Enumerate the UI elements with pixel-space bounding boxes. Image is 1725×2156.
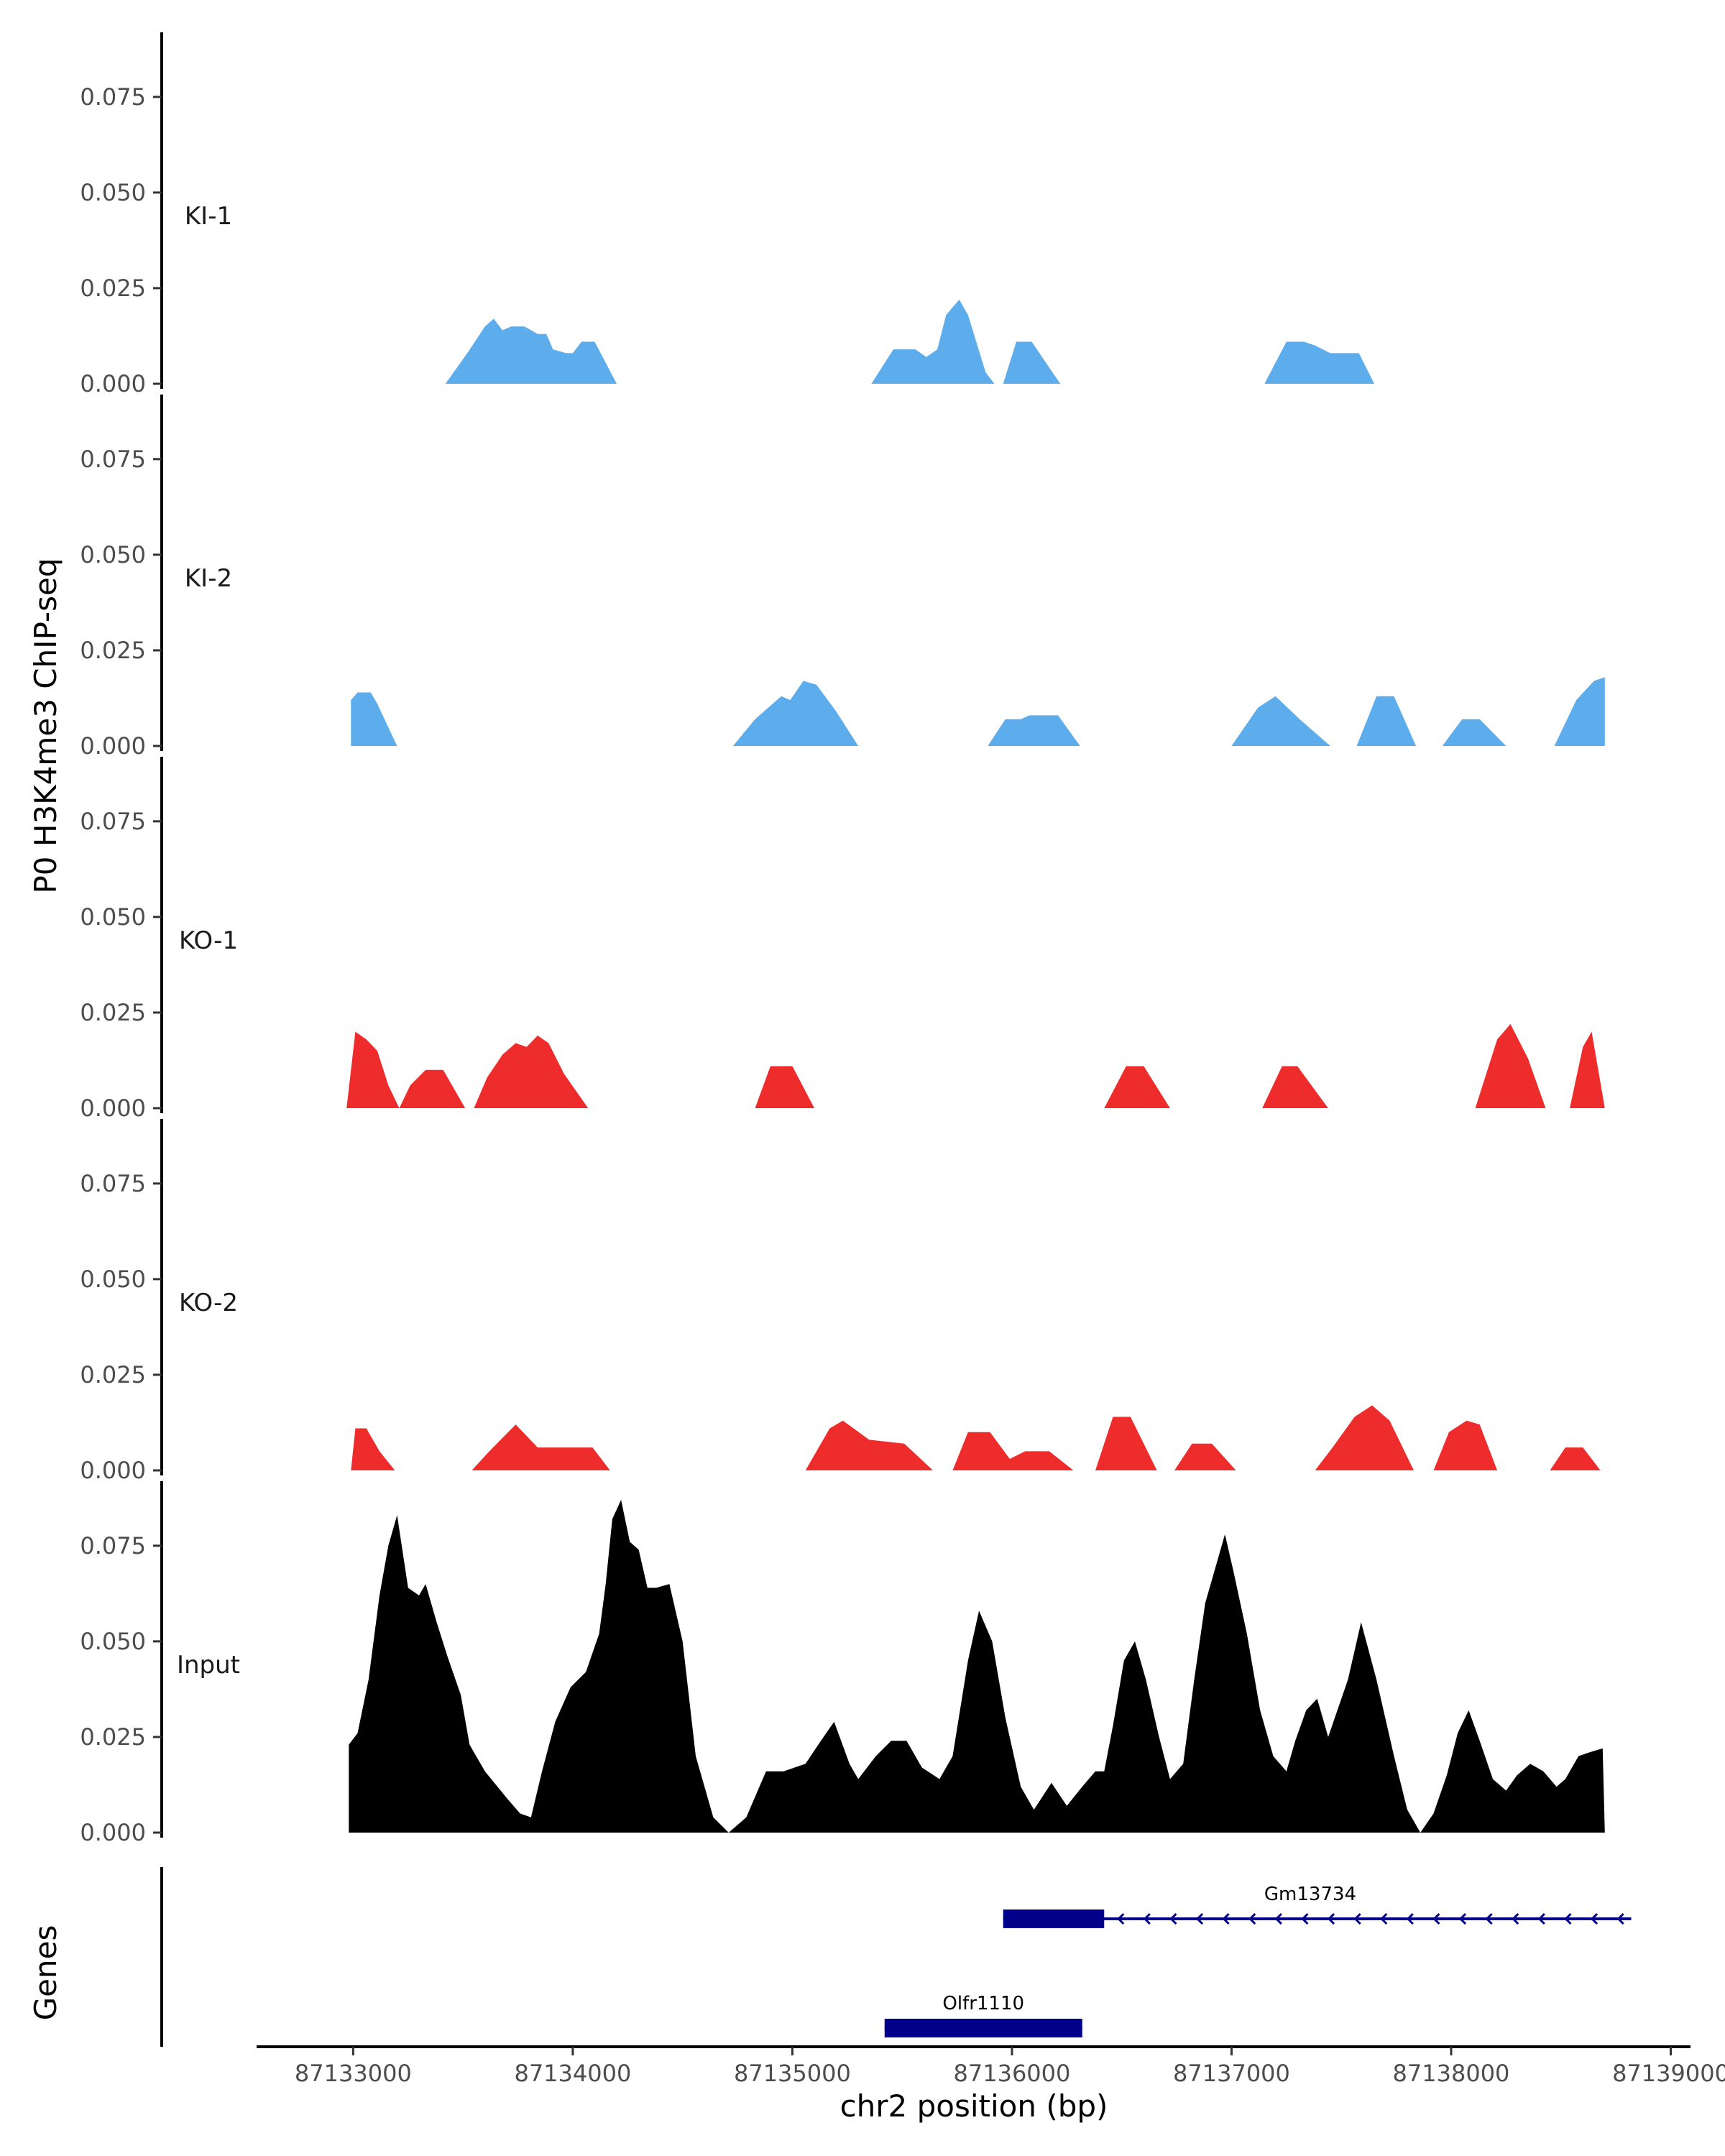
track-input: 0.000 0.025 0.050 0.075 Input: [80, 1481, 1605, 1846]
signal-area-input: [349, 1500, 1605, 1833]
gene-label: Gm13734: [1264, 1884, 1356, 1905]
strand-arrow: [1353, 1912, 1361, 1925]
strand-arrow: [1222, 1912, 1230, 1925]
x-tick-label: 87136000: [954, 2060, 1071, 2087]
y-tick-label: 0.000: [80, 1095, 146, 1122]
signal-area-ko-2: [351, 1405, 1601, 1470]
y-tick-label: 0.050: [80, 1266, 146, 1293]
y-tick-label: 0.000: [80, 732, 146, 760]
y-tick-label: 0.025: [80, 1361, 146, 1388]
genes-axis-title: Genes: [28, 1925, 63, 2021]
y-axis-title: P0 H3K4me3 ChIP-seq: [28, 558, 63, 893]
y-tick-label: 0.025: [80, 275, 146, 302]
y-tick-label: 0.025: [80, 1723, 146, 1751]
track-label: KI-2: [185, 564, 232, 593]
y-tick-label: 0.075: [80, 808, 146, 835]
strand-arrow: [1485, 1912, 1493, 1925]
y-tick-label: 0.075: [80, 83, 146, 111]
strand-arrow: [1248, 1912, 1256, 1925]
gene-exon: [884, 2019, 1082, 2037]
strand-arrow: [1117, 1912, 1125, 1925]
track-label: KO-1: [179, 926, 238, 955]
track-ko-2: 0.000 0.025 0.050 0.075 KO-2: [80, 1119, 1601, 1484]
track-ki-2: 0.000 0.025 0.050 0.075 KI-2: [80, 395, 1605, 760]
strand-arrow: [1537, 1912, 1545, 1925]
strand-arrow: [1195, 1912, 1204, 1925]
x-tick-label: 87133000: [295, 2060, 412, 2087]
y-tick-label: 0.000: [80, 370, 146, 397]
signal-area-ko-1: [346, 1023, 1605, 1108]
x-tick-label: 87138000: [1393, 2060, 1510, 2087]
gene-label: Olfr1110: [942, 1993, 1024, 2014]
track-ki-1: 0.000 0.025 0.050 0.075 KI-1: [80, 32, 1375, 397]
gene-exon: [1003, 1909, 1105, 1928]
y-tick-label: 0.050: [80, 541, 146, 568]
y-tick-label: 0.075: [80, 446, 146, 473]
y-tick-label: 0.025: [80, 999, 146, 1026]
y-tick-label: 0.000: [80, 1457, 146, 1484]
y-tick-label: 0.050: [80, 179, 146, 206]
track-label: Input: [177, 1651, 240, 1680]
strand-arrow: [1432, 1912, 1440, 1925]
y-tick-label: 0.075: [80, 1170, 146, 1197]
strand-arrow: [1380, 1912, 1388, 1925]
genes-panel: Olfr1110 Gm13734: [160, 1867, 1632, 2047]
strand-arrow: [1274, 1912, 1282, 1925]
x-tick-label: 87134000: [514, 2060, 631, 2087]
y-tick-label: 0.000: [80, 1819, 146, 1846]
gene-gm13734: Gm13734: [1003, 1884, 1632, 1928]
strand-arrow: [1590, 1912, 1598, 1925]
strand-arrow: [1327, 1912, 1335, 1925]
strand-arrow: [1406, 1912, 1414, 1925]
gene-olfr1110: Olfr1110: [884, 1993, 1082, 2037]
track-label: KO-2: [179, 1289, 238, 1317]
y-tick-label: 0.050: [80, 1628, 146, 1655]
x-axis-title: chr2 position (bp): [840, 2088, 1108, 2124]
x-tick-label: 87135000: [734, 2060, 851, 2087]
strand-arrow: [1143, 1912, 1151, 1925]
signal-area-ki-2: [351, 677, 1605, 746]
strand-arrow: [1169, 1912, 1177, 1925]
signal-area-ki-1: [445, 299, 1375, 384]
y-tick-label: 0.025: [80, 637, 146, 664]
track-ko-1: 0.000 0.025 0.050 0.075 KO-1: [80, 757, 1605, 1122]
x-tick-label: 87137000: [1173, 2060, 1290, 2087]
strand-arrow: [1458, 1912, 1467, 1925]
y-tick-label: 0.050: [80, 903, 146, 931]
strand-arrow: [1564, 1912, 1572, 1925]
y-tick-label: 0.075: [80, 1532, 146, 1560]
strand-arrow: [1616, 1912, 1624, 1925]
strand-arrow: [1301, 1912, 1309, 1925]
track-panels: 0.0000.0250.0500.075KI-10.0000.0250.0500…: [80, 32, 1605, 1846]
strand-arrow: [1512, 1912, 1519, 1925]
track-label: KI-1: [185, 202, 232, 231]
x-axis: 87133000 87134000 87135000 87136000 87137000…: [257, 2045, 1725, 2087]
x-tick-label: 87139000: [1612, 2060, 1725, 2087]
